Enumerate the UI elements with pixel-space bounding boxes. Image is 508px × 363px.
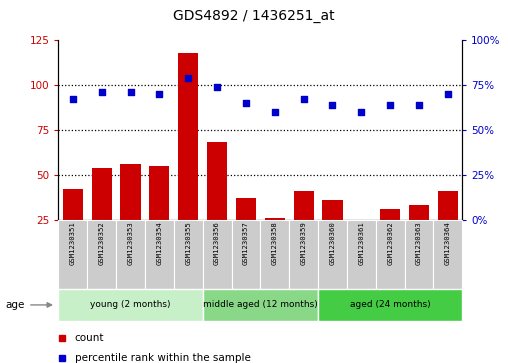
Point	[98, 89, 106, 95]
Text: GDS4892 / 1436251_at: GDS4892 / 1436251_at	[173, 9, 335, 23]
Point	[242, 100, 250, 106]
Point	[69, 96, 77, 102]
Bar	[203, 220, 232, 289]
Text: GSM1230362: GSM1230362	[387, 222, 393, 265]
Bar	[145, 220, 174, 289]
Text: age: age	[5, 300, 24, 310]
Bar	[203, 289, 318, 321]
Text: GSM1230359: GSM1230359	[301, 222, 307, 265]
Bar	[63, 189, 83, 220]
Bar	[347, 220, 376, 289]
Point	[271, 109, 279, 115]
Point	[386, 102, 394, 107]
Text: GSM1230355: GSM1230355	[185, 222, 191, 265]
Bar	[265, 218, 285, 220]
Text: GSM1230357: GSM1230357	[243, 222, 249, 265]
Text: percentile rank within the sample: percentile rank within the sample	[75, 352, 250, 363]
Bar	[116, 220, 145, 289]
Text: GSM1230360: GSM1230360	[330, 222, 335, 265]
Bar	[87, 220, 116, 289]
Text: aged (24 months): aged (24 months)	[350, 301, 430, 309]
Bar	[236, 198, 256, 220]
Point	[328, 102, 336, 107]
Bar	[120, 164, 141, 220]
Point	[415, 102, 423, 107]
Text: GSM1230361: GSM1230361	[358, 222, 364, 265]
Point	[444, 91, 452, 97]
Text: GSM1230364: GSM1230364	[445, 222, 451, 265]
Bar	[261, 220, 289, 289]
Bar	[174, 220, 203, 289]
Bar	[380, 209, 400, 220]
Text: GSM1230363: GSM1230363	[416, 222, 422, 265]
Bar	[323, 200, 342, 220]
Text: middle aged (12 months): middle aged (12 months)	[203, 301, 318, 309]
Bar	[289, 220, 318, 289]
Point	[300, 96, 308, 102]
Text: GSM1230352: GSM1230352	[99, 222, 105, 265]
Bar	[58, 289, 203, 321]
Point	[184, 75, 193, 81]
Bar	[207, 142, 227, 220]
Text: GSM1230356: GSM1230356	[214, 222, 220, 265]
Text: count: count	[75, 333, 104, 343]
Bar	[58, 220, 87, 289]
Bar	[178, 53, 198, 220]
Point	[155, 91, 164, 97]
Bar	[318, 220, 347, 289]
Bar	[232, 220, 261, 289]
Point	[126, 89, 135, 95]
Bar	[376, 220, 404, 289]
Text: young (2 months): young (2 months)	[90, 301, 171, 309]
Point	[357, 109, 365, 115]
Point	[213, 84, 221, 90]
Text: GSM1230358: GSM1230358	[272, 222, 278, 265]
Bar	[91, 167, 112, 220]
Bar	[438, 191, 458, 220]
Bar	[294, 191, 314, 220]
Text: GSM1230351: GSM1230351	[70, 222, 76, 265]
Bar	[149, 166, 170, 220]
Bar	[318, 289, 462, 321]
Bar	[433, 220, 462, 289]
Bar	[404, 220, 433, 289]
Text: GSM1230354: GSM1230354	[156, 222, 163, 265]
Bar	[409, 205, 429, 220]
Text: GSM1230353: GSM1230353	[128, 222, 134, 265]
